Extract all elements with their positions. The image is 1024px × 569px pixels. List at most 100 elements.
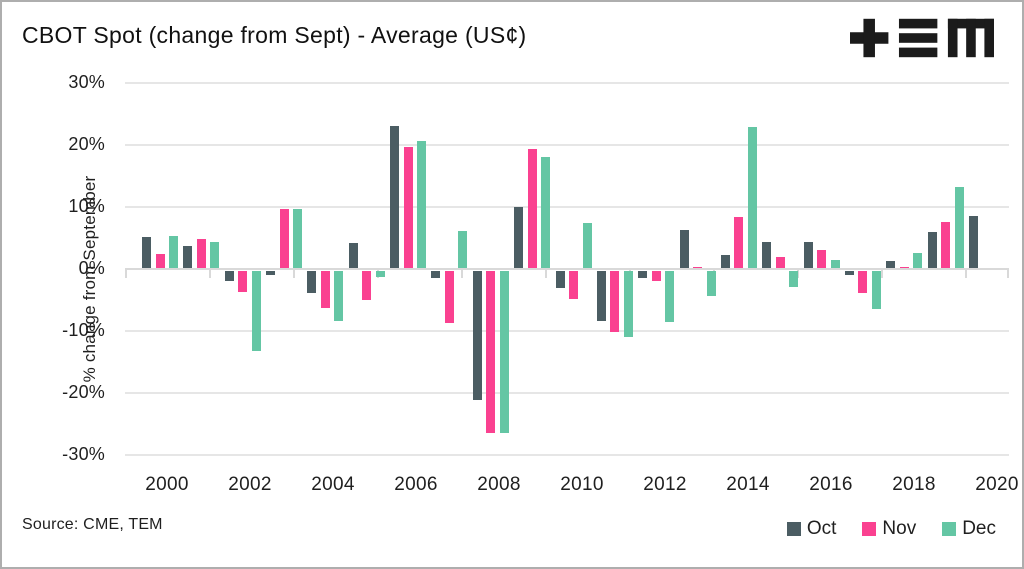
bar-oct-2019 [927,232,937,269]
x-axis-tick [881,269,883,278]
x-tick-label-2008: 2008 [477,474,521,495]
bar-oct-2012 [638,271,648,278]
bar-oct-2016 [803,241,813,269]
bar-oct-2014 [720,255,730,269]
bar-oct-2009 [514,207,524,269]
y-tick-label: 0% [78,258,105,278]
x-axis-tick [125,269,127,278]
bar-oct-2010 [555,271,565,289]
bar-dec-2015 [789,271,799,288]
bar-nov-2019 [941,221,951,269]
gridline [125,392,1009,394]
legend-label-nov: Nov [882,518,917,539]
source-note: Source: CME, TEM [22,516,163,533]
legend-item-oct: Oct [786,518,837,540]
bar-nov-2010 [569,271,578,299]
bar-nov-2009 [527,149,537,269]
x-axis-baseline [125,268,1009,270]
legend-item-dec: Dec [942,518,996,540]
bar-dec-2013 [706,271,716,296]
y-tick-label: 20% [68,134,105,154]
bar-dec-2017 [871,271,881,309]
bar-nov-2014 [734,216,744,269]
bar-nov-2007 [444,271,454,324]
x-axis-tick [461,269,463,278]
bar-nov-2008 [486,271,496,433]
x-tick-label-2014: 2014 [726,474,770,495]
tem-logo-icon [850,18,994,58]
y-tick-label: 10% [68,196,105,216]
bar-dec-2014 [747,127,757,269]
bar-dec-2012 [665,271,675,322]
x-tick-label-2006: 2006 [394,474,438,495]
gridline [125,330,1009,332]
bar-oct-2011 [596,271,606,322]
bar-oct-2000 [142,236,151,269]
bar-dec-2009 [541,156,551,269]
chart-title: CBOT Spot (change from Sept) - Average (… [22,22,527,48]
tem-logo [850,13,994,68]
bar-nov-2000 [155,253,165,269]
x-tick-label-2004: 2004 [311,474,355,495]
bar-dec-2004 [334,271,344,322]
bar-dec-2007 [458,230,468,269]
bar-oct-2018 [886,260,896,269]
x-tick-label-2010: 2010 [560,474,604,495]
bar-oct-2001 [183,246,193,269]
bar-dec-2011 [623,271,633,337]
bar-oct-2003 [266,271,276,275]
bar-oct-2004 [307,271,317,293]
x-axis-tick [1007,269,1009,278]
bar-nov-2016 [817,250,827,269]
legend-label-oct: Oct [806,518,837,539]
bar-nov-2015 [775,257,785,269]
bar-oct-2017 [844,271,854,276]
bar-nov-2011 [610,271,620,333]
bar-oct-2002 [224,271,234,281]
bar-dec-2000 [169,236,178,269]
legend-swatch-dec [942,522,957,536]
gridline [125,82,1009,84]
legend-swatch-oct [786,522,801,536]
legend-item-nov: Nov [862,518,916,540]
gridline [125,144,1009,146]
x-tick-label-2020: 2020 [975,474,1019,495]
x-axis-tick [209,269,211,278]
y-tick-label: 30% [68,72,105,92]
bar-dec-2001 [210,242,220,269]
bar-oct-2007 [431,271,441,278]
y-tick-label: -20% [62,382,105,402]
bar-oct-2015 [762,242,772,269]
bar-nov-2002 [238,271,248,293]
gridline [125,454,1009,456]
bar-nov-2012 [651,271,661,281]
bar-oct-2008 [472,271,482,400]
bar-nov-2006 [403,146,413,269]
gridline [125,206,1009,208]
bar-nov-2004 [320,271,330,309]
x-tick-label-2018: 2018 [892,474,936,495]
bar-dec-2016 [830,259,840,269]
bar-dec-2003 [293,209,303,269]
legend: Oct Nov Dec [786,518,996,540]
x-axis-tick [293,269,295,278]
bar-dec-2018 [913,252,923,269]
bar-oct-2020 [969,216,978,269]
bar-dec-2005 [375,271,385,278]
bar-oct-2006 [390,126,400,269]
bar-oct-2013 [679,229,689,269]
bar-nov-2005 [362,271,372,300]
legend-label-dec: Dec [962,518,996,539]
bar-dec-2008 [499,271,509,434]
bar-dec-2006 [417,141,427,269]
x-tick-label-2012: 2012 [643,474,687,495]
bar-nov-2017 [858,271,868,294]
plot-area [125,82,1009,456]
bar-oct-2005 [348,242,358,269]
x-tick-label-2002: 2002 [228,474,272,495]
bar-dec-2002 [251,271,261,351]
y-tick-label: -30% [62,444,105,464]
bar-dec-2010 [582,222,592,269]
bar-nov-2003 [279,209,289,269]
